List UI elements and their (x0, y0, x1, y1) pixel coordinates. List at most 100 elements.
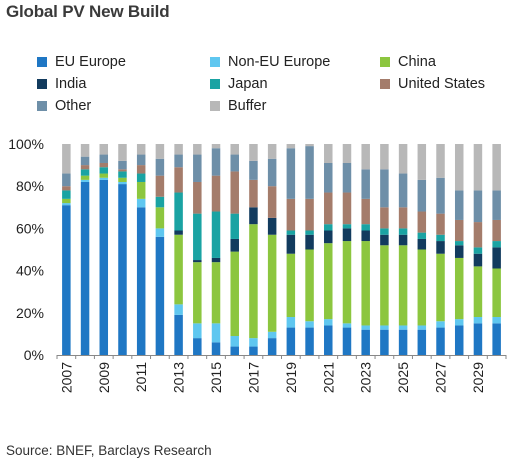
bar-segment (155, 196, 165, 208)
bar-segment (473, 144, 483, 191)
bar-segment (324, 243, 333, 320)
bar-segment (80, 181, 90, 355)
bar-segment (174, 154, 183, 168)
bar-segment (380, 144, 389, 170)
x-tick-label: 2021 (320, 362, 336, 393)
bar-segment (230, 251, 239, 337)
x-tick-label: 2011 (133, 362, 149, 392)
bar-segment (417, 329, 427, 355)
bar-segment (62, 198, 71, 204)
bar-segment (193, 154, 202, 182)
bar-segment (324, 325, 333, 355)
bar-segment (492, 247, 501, 269)
legend-swatch (37, 57, 47, 67)
bar-segment (249, 346, 258, 355)
bar-segment (286, 253, 296, 318)
bar-segment (99, 179, 109, 355)
bar-segment (193, 144, 202, 155)
bar-segment (305, 198, 314, 231)
bar-segment (417, 238, 427, 250)
bar-segment (155, 144, 165, 159)
legend-swatch (37, 101, 47, 111)
y-tick-label: 80% (16, 178, 44, 194)
stacked-bar-chart: 0% 20% 40% 60% 80% 100% 2007 2009 2011 2013 2015 20… (8, 136, 507, 393)
bar-segment (211, 342, 221, 355)
bar-segment (436, 321, 445, 328)
bar-segment (174, 144, 183, 155)
bar-segment (454, 144, 464, 191)
x-tick-label: 2015 (208, 362, 224, 393)
bar-segment (174, 192, 183, 231)
bar-segment (99, 173, 109, 178)
bar-segment (286, 230, 296, 235)
bar-segment (380, 234, 389, 246)
bar-segment (211, 257, 221, 263)
x-tick-label: 2013 (171, 362, 187, 393)
x-tick-label: 2023 (358, 362, 374, 393)
bar-segment (136, 181, 146, 199)
bar-segment (193, 338, 202, 355)
bar-segment (454, 325, 464, 355)
bar-segment (361, 198, 370, 225)
bar-segment (492, 144, 501, 191)
legend-label: Non-EU Europe (228, 54, 331, 70)
bar-segment (436, 234, 445, 242)
bar-segment (230, 346, 239, 355)
bar-segment (118, 169, 127, 172)
x-tick-label: 2009 (96, 362, 112, 393)
bar-segment (417, 249, 427, 326)
bar-segment (155, 175, 165, 197)
bar-segment (267, 338, 277, 355)
bar-segment (492, 323, 501, 355)
bar-segment (267, 331, 277, 339)
x-tick-label: 2027 (433, 362, 449, 393)
bar-segment (136, 144, 146, 155)
bar-segment (80, 175, 90, 180)
bar-segment (417, 232, 427, 239)
bar-segment (193, 181, 202, 214)
bar-segment (230, 213, 239, 239)
bar-segment (211, 148, 221, 176)
bar-segment (193, 260, 202, 263)
legend-item-eu-europe: EU Europe (37, 54, 126, 70)
bar-segment (324, 224, 333, 231)
bar-segment (62, 205, 71, 355)
bar-segment (136, 198, 146, 208)
bar-segment (473, 222, 483, 248)
x-tick-label: 2007 (58, 362, 74, 393)
legend-label: Buffer (228, 98, 267, 114)
bar-segment (436, 327, 445, 355)
legend-swatch (380, 57, 390, 67)
bar-segment (492, 241, 501, 248)
bar-segment (62, 203, 71, 206)
bar-segment (361, 169, 370, 199)
bar-segment (249, 338, 258, 347)
bar-segment (286, 234, 296, 254)
bar-segment (342, 241, 352, 324)
bar-segment (118, 171, 127, 178)
bar-segment (286, 148, 296, 199)
bar-segment (230, 238, 239, 252)
bar-segment (342, 228, 352, 242)
bar-segment (249, 160, 258, 180)
bar-segment (193, 262, 202, 324)
legend-label: Japan (228, 76, 268, 92)
bar-segment (286, 327, 296, 355)
bar-segment (492, 190, 501, 220)
bar-segment (99, 162, 109, 168)
bar-segment (136, 154, 146, 166)
bar-segment (342, 323, 352, 328)
bar-segment (211, 323, 221, 343)
bar-segment (249, 144, 258, 161)
bar-segment (99, 154, 109, 163)
bar-segment (305, 234, 314, 250)
legend-swatch (210, 79, 220, 89)
bar-segment (286, 198, 296, 231)
bar-segment (267, 158, 277, 187)
bar-segment (62, 190, 71, 199)
bar-segment (193, 323, 202, 339)
bar-segment (305, 249, 314, 322)
bar-segment (155, 158, 165, 176)
bar-segment (136, 173, 146, 182)
bar-segment (342, 192, 352, 225)
